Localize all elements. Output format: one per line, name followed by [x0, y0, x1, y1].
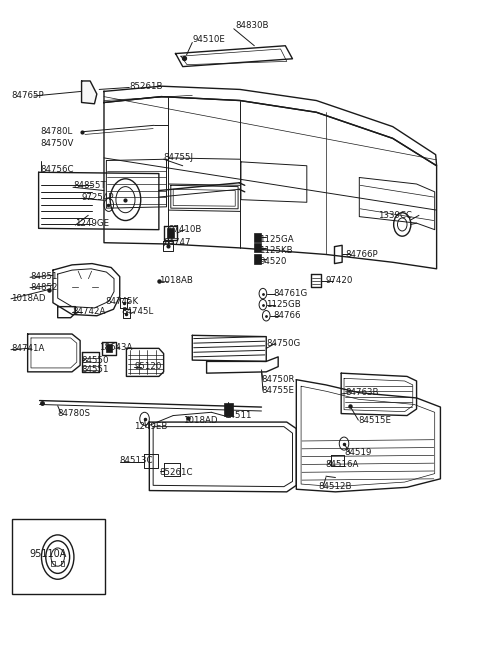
Text: 1339CC: 1339CC [378, 211, 412, 220]
Text: 1249EB: 1249EB [134, 422, 168, 431]
Text: 84550: 84550 [82, 356, 109, 365]
Bar [254, 244, 261, 252]
Text: 84763B: 84763B [345, 388, 379, 397]
Text: 84513C: 84513C [120, 456, 153, 465]
Text: 84780L: 84780L [40, 127, 73, 136]
Text: 97420: 97420 [326, 276, 353, 285]
Text: 84750R: 84750R [262, 375, 295, 384]
Text: 85261B: 85261B [129, 82, 163, 90]
Text: 84830B: 84830B [235, 21, 269, 30]
Text: 84519: 84519 [344, 448, 372, 457]
Text: 84780S: 84780S [58, 409, 91, 418]
Text: 84765P: 84765P [11, 92, 44, 100]
Text: 1125KB: 1125KB [259, 246, 293, 255]
Text: 84750G: 84750G [266, 339, 300, 348]
Bar [12, 519, 105, 593]
Text: 84745L: 84745L [121, 307, 154, 316]
Text: 1018AD: 1018AD [183, 417, 217, 425]
Text: 94510E: 94510E [192, 35, 225, 44]
Text: 84516A: 84516A [325, 460, 359, 469]
Text: 84750V: 84750V [40, 139, 74, 148]
Text: 1018AB: 1018AB [159, 276, 193, 285]
Bar [106, 345, 112, 352]
Text: 97410B: 97410B [168, 225, 202, 234]
Text: 84551: 84551 [82, 365, 109, 375]
Text: 84515E: 84515E [359, 416, 391, 424]
Text: 84742A: 84742A [72, 307, 106, 316]
Text: 84756C: 84756C [40, 165, 74, 174]
Text: 84766: 84766 [274, 311, 301, 320]
Bar [254, 254, 261, 263]
Polygon shape [82, 81, 97, 103]
Text: 84741A: 84741A [11, 344, 44, 353]
Text: 84755E: 84755E [262, 386, 294, 394]
Text: 1249GE: 1249GE [75, 219, 109, 228]
Text: 95120: 95120 [134, 362, 161, 371]
Text: 84755J: 84755J [164, 153, 193, 162]
Bar [167, 228, 174, 238]
Text: 18643A: 18643A [99, 343, 132, 352]
Text: 84855T: 84855T [73, 181, 106, 190]
Text: 84512B: 84512B [319, 482, 352, 491]
Text: 84852: 84852 [30, 282, 58, 291]
Text: 84851: 84851 [30, 272, 58, 281]
Text: 1125GB: 1125GB [266, 300, 301, 309]
Text: 84511: 84511 [225, 411, 252, 420]
Text: 1125GA: 1125GA [259, 235, 294, 244]
Text: 85261C: 85261C [160, 468, 193, 477]
Text: 84745K: 84745K [106, 297, 139, 306]
Text: 95110A: 95110A [29, 550, 66, 559]
Bar [224, 403, 233, 415]
Text: 84747: 84747 [164, 238, 191, 247]
Text: 84766P: 84766P [345, 250, 378, 259]
Bar [254, 233, 261, 242]
Text: 94520: 94520 [259, 257, 287, 266]
Text: 1018AD: 1018AD [11, 293, 46, 303]
Text: 97254P: 97254P [82, 193, 114, 202]
Text: 84761G: 84761G [274, 289, 308, 298]
